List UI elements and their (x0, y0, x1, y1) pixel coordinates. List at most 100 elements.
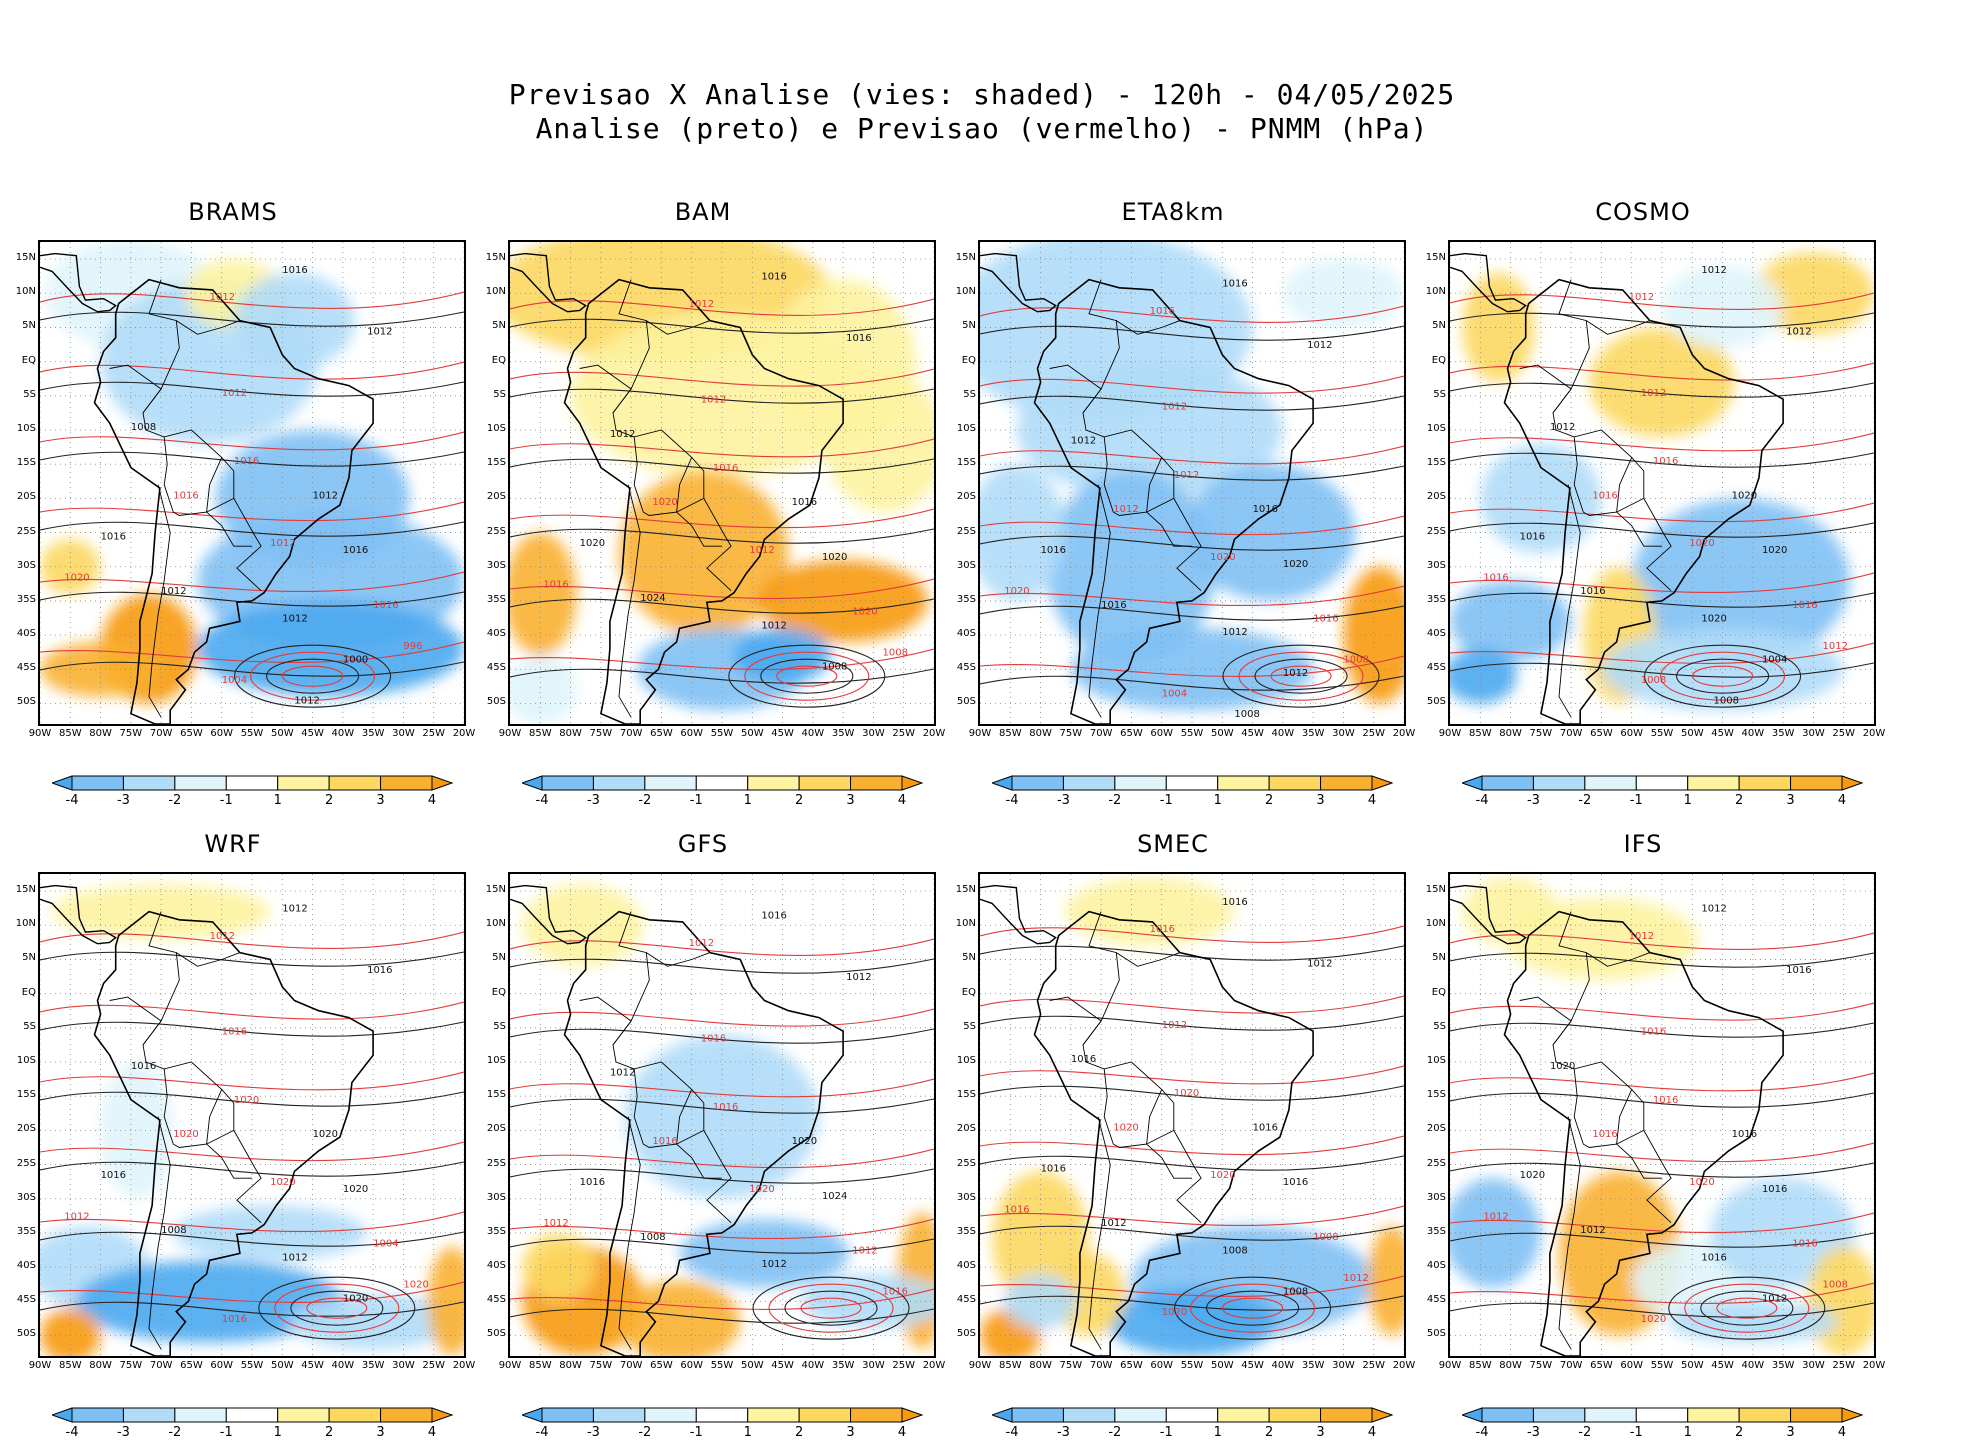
lat-label: 35S (486, 1225, 506, 1237)
colorbar-label: 1 (1213, 793, 1222, 808)
map-canvas: 1016 1012 1012 1012 1008 1016 1012 1016 1016 1012… (40, 242, 464, 724)
country-border (206, 1089, 223, 1145)
lon-label: 85W (58, 728, 82, 739)
isobar-label: 1016 (1786, 965, 1811, 976)
isobar-label: 1016 (792, 497, 817, 508)
lat-label: 10S (486, 1055, 506, 1066)
lat-label: 15S (486, 1089, 506, 1101)
lon-label: 20W (1392, 728, 1416, 739)
map-canvas: 1016 1016 1012 1012 1016 1020 1016 1020 1016 1020… (980, 874, 1404, 1356)
lat-label: 35S (956, 1225, 976, 1237)
isobar-label: 1012 (1641, 388, 1666, 399)
lon-label: 30W (1802, 1360, 1825, 1371)
isobar-label: 1020 (1689, 538, 1714, 549)
colorbar-segment (1062, 1407, 1116, 1423)
lon-label: 55W (1180, 1360, 1204, 1371)
colorbar-segment (1320, 1407, 1373, 1423)
colorbar-arrow-left (990, 1407, 1013, 1423)
lon-label: 65W (1590, 1360, 1613, 1371)
isobar-label: 1012 (610, 1068, 635, 1079)
lon-label: 45W (301, 728, 324, 739)
lon-label: 30W (1332, 728, 1355, 739)
isobar-label: 1020 (822, 552, 847, 563)
country-border (1519, 996, 1572, 1046)
colorbar-segment (1011, 775, 1064, 791)
colorbar-scale (1460, 1407, 1864, 1423)
lon-label: 40W (1741, 728, 1765, 739)
panel-eta8km: ETA8km 15N 10N 5N EQ 5S 10S 15S 20S 25S 30S 35S 40S 4… (940, 198, 1416, 808)
lat-label: 10N (1425, 918, 1446, 930)
lon-label: 80W (1029, 728, 1052, 739)
country-border (676, 1143, 722, 1179)
lon-label: 30W (392, 728, 415, 739)
isobar-label: 1020 (580, 538, 605, 549)
isobar-label: 1016 (222, 1314, 247, 1325)
isobar-label: 1004 (222, 675, 247, 686)
lon-label: 85W (1468, 1360, 1492, 1371)
lat-label: 15S (16, 457, 36, 469)
lat-label: 45S (486, 662, 506, 674)
panel-bam: BAM 15N 10N 5N EQ 5S 10S 15S 20S 25S 30S 35S 40S 45S 5… (470, 198, 946, 808)
lon-label: 20W (1862, 728, 1886, 739)
colorbar-segment (850, 775, 903, 791)
lon-label: 20W (922, 728, 946, 739)
map-canvas: 1012 1012 1012 1012 1012 1016 1020 1016 1016 1020… (1450, 242, 1874, 724)
lat-label: 50S (16, 696, 36, 708)
isobar-label: 1016 (883, 1286, 908, 1297)
lon-label: 80W (559, 728, 582, 739)
isobar-label: 1012 (761, 620, 786, 631)
isobar-label: 1016 (343, 545, 368, 556)
lon-label: 60W (1620, 728, 1644, 739)
colorbar-arrow-left (1460, 775, 1483, 791)
lon-label: 90W (498, 728, 522, 739)
isobar-label: 1008 (640, 1232, 665, 1243)
colorbar-segment (122, 1407, 176, 1423)
colorbar-label: -3 (586, 1425, 600, 1440)
colorbar-segment (1635, 1407, 1689, 1423)
bias-patch (1016, 361, 1283, 499)
panel-title-wrf: WRF (204, 830, 262, 858)
isobar-label: 1016 (580, 1177, 605, 1188)
bias-patch (1343, 566, 1404, 704)
lon-label: 40W (801, 1360, 825, 1371)
country-border (1146, 1143, 1192, 1179)
colorbar-segment (174, 775, 227, 791)
bias-shading (1450, 252, 1874, 711)
isobar-label: 1012 (1162, 1020, 1187, 1031)
lat-label: 30S (1426, 1191, 1446, 1203)
figure-title-line1: Previsao X Analise (vies: shaded) - 120h… (508, 78, 1456, 111)
lat-label: 35S (16, 1225, 36, 1237)
isobar-label: 1000 (343, 654, 368, 665)
colorbar-segment (850, 1407, 903, 1423)
lon-label: 65W (1120, 1360, 1143, 1371)
colorbar-arrow-right (431, 775, 454, 791)
isobar-label: 1020 (792, 1136, 817, 1147)
lat-label: 15S (956, 1089, 976, 1101)
colorbar-label: -3 (586, 793, 600, 808)
lat-label: EQ (961, 986, 976, 998)
lat-label: 25S (956, 1157, 976, 1169)
isobar-label: 1020 (1283, 559, 1308, 570)
country-border (612, 911, 732, 1224)
south-america-outline (93, 910, 374, 1356)
lon-label: 90W (968, 1360, 992, 1371)
isobar-label: 1012 (689, 299, 714, 310)
lat-label: 20S (956, 1123, 976, 1135)
isobar-label: 1008 (161, 1225, 186, 1236)
lat-label: 45S (956, 1294, 976, 1306)
colorbar-label: 3 (1786, 1425, 1795, 1440)
lat-label: 45S (956, 662, 976, 674)
isobar-label: 1012 (210, 931, 235, 942)
lon-label: 50W (740, 728, 764, 739)
lon-label: 90W (1438, 728, 1462, 739)
country-border (579, 364, 632, 414)
lon-label: 25W (1362, 728, 1386, 739)
lon-label: 45W (771, 1360, 794, 1371)
lon-label: 25W (1362, 1360, 1386, 1371)
panel-wrf: WRF 15N 10N 5N EQ 5S 10S 15S 20S 25S 30S 35S 40S 45S 5… (0, 830, 476, 1440)
lat-label: 10N (15, 286, 36, 298)
isobar-label: 1012 (1701, 904, 1726, 915)
colorbar-segment (798, 775, 852, 791)
lat-label: 10S (16, 423, 36, 434)
lat-label: 45S (486, 1294, 506, 1306)
